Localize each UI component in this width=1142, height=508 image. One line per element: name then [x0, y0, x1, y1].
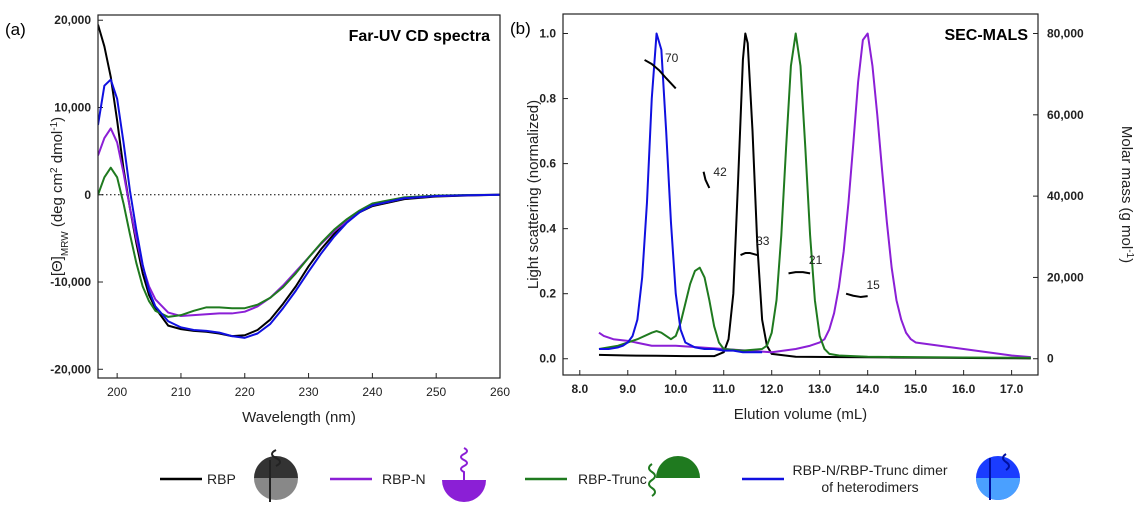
series-line — [598, 32, 763, 354]
molar-mass-trace — [702, 171, 711, 189]
molar-mass-label: 70 — [665, 51, 679, 65]
label-superscript: 2 — [49, 167, 60, 173]
y-tick-label: 1.0 — [539, 27, 556, 41]
y2-tick-label: 40,000 — [1047, 189, 1084, 203]
plot-frame — [97, 14, 501, 379]
plot-area: 70 42 33 21 15 — [598, 32, 1031, 360]
x-axis-label: Elution volume (mL) — [734, 406, 867, 423]
x-tick-label: 200 — [107, 385, 127, 399]
molar-mass-label: 15 — [866, 278, 880, 292]
plot-frame — [562, 13, 1039, 376]
legend-label: RBP — [207, 471, 236, 487]
series-line — [98, 78, 500, 339]
x-tick-label: 10.0 — [664, 382, 688, 396]
y-tick-label: 0.0 — [539, 352, 556, 366]
icon-rbp — [254, 449, 298, 502]
x-tick-label: 210 — [171, 385, 191, 399]
molar-mass-label: 21 — [809, 253, 823, 267]
panel-label: (a) — [5, 20, 26, 39]
y-tick-label: -10,000 — [50, 275, 91, 289]
label-part: [Θ] — [49, 256, 66, 276]
icon-dimer — [976, 453, 1020, 500]
y-tick-label: 10,000 — [54, 100, 91, 114]
y-tick-label: 0.6 — [539, 157, 556, 171]
label-part: Molar mass (g mol — [1118, 126, 1135, 249]
x-tick-label: 11.0 — [712, 382, 735, 396]
x-axis-label: Wavelength (nm) — [242, 409, 356, 426]
y-tick-label: -20,000 — [50, 362, 91, 376]
y-tick-label: 0.4 — [539, 222, 556, 236]
y-axis-label: Light scattering (normalized) — [525, 100, 542, 289]
y-tick-label: 0.2 — [539, 287, 556, 301]
molar-mass-label: 33 — [756, 234, 770, 248]
label-part: Light scattering (normalized) — [525, 100, 542, 289]
y2-axis-label: Molar mass (g mol-1) — [1118, 126, 1136, 263]
label-part: ) — [49, 117, 66, 122]
molar-mass-trace — [644, 59, 677, 90]
y-tick-label: 0.8 — [539, 92, 556, 106]
y2-tick-label: 20,000 — [1047, 270, 1084, 284]
label-superscript: -1 — [49, 121, 60, 130]
series-line — [598, 32, 1031, 359]
molar-mass-trace — [845, 292, 868, 298]
x-tick-label: 16.0 — [952, 382, 976, 396]
legend-label: RBP-Trunc — [578, 471, 647, 487]
x-tick-label: 13.0 — [808, 382, 832, 396]
label-superscript: -1 — [1125, 249, 1136, 258]
x-tick-label: 14.0 — [856, 382, 880, 396]
panel-label: (b) — [510, 19, 531, 38]
series-line — [598, 32, 1031, 359]
y-tick-label: 0 — [84, 188, 91, 202]
chart-title: SEC-MALS — [944, 27, 1028, 44]
label-part: dmol — [49, 131, 66, 168]
series-line — [98, 24, 500, 338]
molar-mass-label: 42 — [713, 165, 727, 179]
x-tick-label: 9.0 — [619, 382, 636, 396]
y-tick-label: 20,000 — [54, 13, 91, 27]
x-tick-label: 260 — [490, 385, 510, 399]
y2-tick-label: 0 — [1047, 352, 1054, 366]
icon-rbp-trunc — [648, 456, 700, 497]
x-tick-label: 220 — [235, 385, 255, 399]
molar-mass-trace — [740, 252, 758, 257]
x-tick-label: 12.0 — [760, 382, 784, 396]
series-line — [98, 127, 500, 318]
icon-rbp-n — [442, 447, 486, 502]
y-axis-label: [Θ]MRW (deg cm2 dmol-1) — [49, 117, 71, 276]
legend-label: RBP-N/RBP-Trunc dimer of heterodimers — [792, 462, 948, 495]
y2-tick-label: 60,000 — [1047, 108, 1084, 122]
legend-label: RBP-N — [382, 471, 426, 487]
label-part: (deg cm — [49, 173, 66, 231]
series-line — [98, 166, 500, 318]
x-tick-label: 17.0 — [1000, 382, 1024, 396]
x-tick-label: 230 — [299, 385, 319, 399]
x-tick-label: 250 — [426, 385, 446, 399]
plot-area — [98, 24, 500, 339]
label-part: ) — [1118, 258, 1135, 263]
chart-title: Far-UV CD spectra — [349, 28, 490, 45]
x-tick-label: 240 — [362, 385, 382, 399]
label-subscript: MRW — [60, 231, 71, 256]
molar-mass-trace — [788, 271, 811, 275]
x-tick-label: 15.0 — [904, 382, 928, 396]
y2-tick-label: 80,000 — [1047, 27, 1084, 41]
x-tick-label: 8.0 — [571, 382, 588, 396]
